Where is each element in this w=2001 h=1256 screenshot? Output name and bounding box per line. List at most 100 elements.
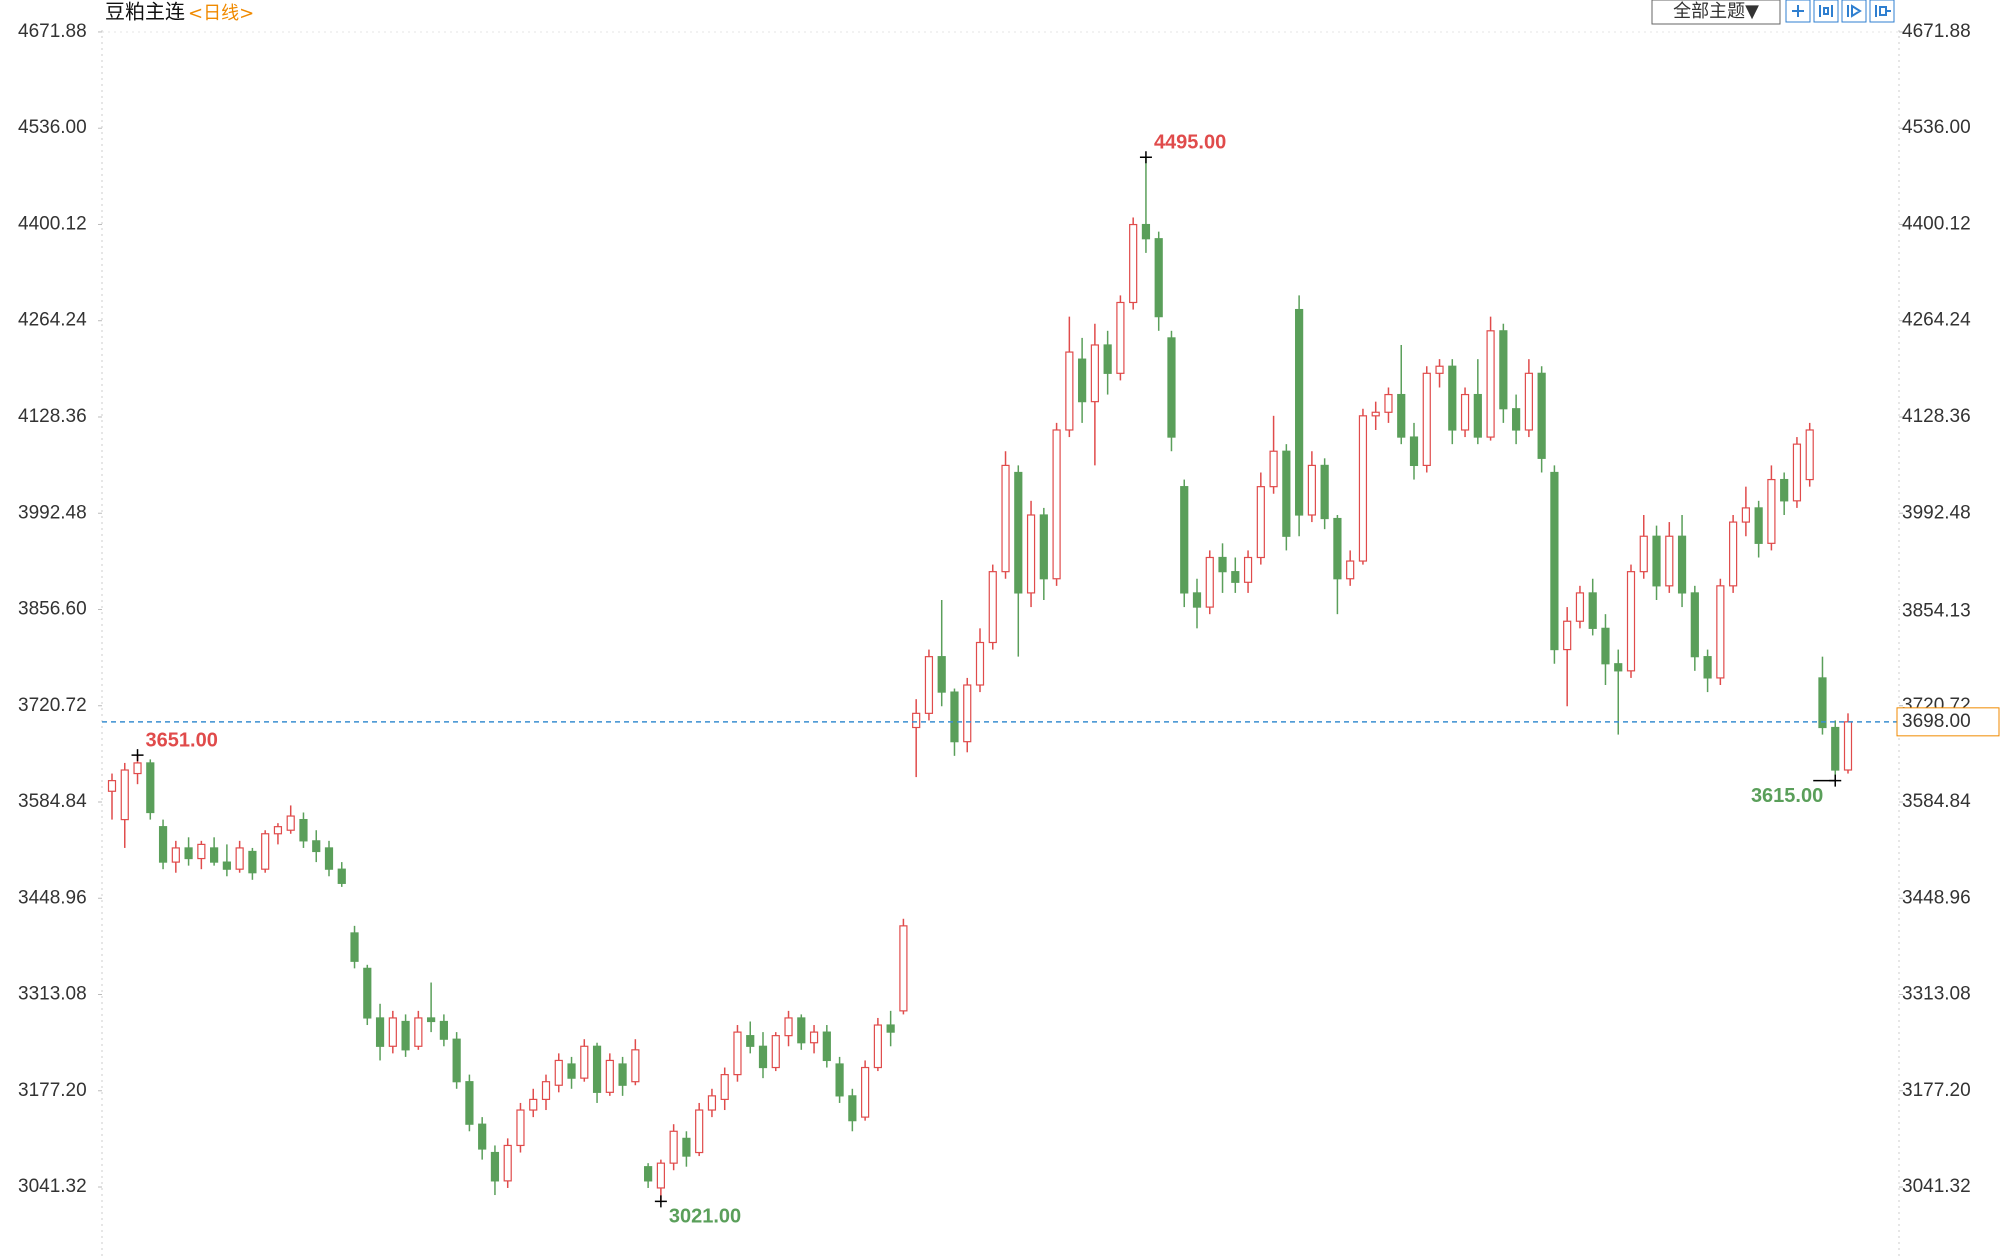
candle-body (375, 1017, 385, 1047)
y-tick-label: 3313.08 (18, 984, 87, 1005)
candle-body (529, 1098, 538, 1111)
candle-body (1805, 429, 1814, 481)
candle-body (388, 1017, 397, 1047)
candle-body (146, 762, 155, 814)
candle-body (771, 1035, 780, 1069)
candle-body (1741, 507, 1750, 523)
annotation-marker (1139, 151, 1152, 164)
candle-body (363, 967, 372, 1019)
candle-body (1141, 223, 1151, 240)
candle-body (822, 1031, 831, 1062)
candle-body (950, 691, 959, 743)
tool-icon[interactable] (1813, 0, 1839, 23)
theme-button[interactable] (1651, 0, 1781, 25)
candle-body (1052, 429, 1061, 580)
candle-body (299, 818, 308, 842)
theme-button-label[interactable]: 全部主题▼ (1673, 1, 1759, 22)
candle-body (1843, 721, 1853, 771)
candle-body (1116, 301, 1125, 374)
candle-body (1422, 372, 1431, 467)
candle-body (1192, 592, 1202, 608)
candle-body (210, 847, 219, 863)
candle-body (1065, 351, 1074, 431)
annotation-label: 4495.00 (1154, 132, 1226, 154)
y-tick-label: 4264.24 (18, 310, 87, 331)
tool-icon-glyph (1792, 4, 1891, 18)
chart-title: 豆粕主连 (105, 0, 185, 24)
candle-body (184, 847, 193, 860)
candle-body (248, 850, 257, 874)
candle-body (1601, 627, 1610, 665)
annotation-marker (654, 1195, 667, 1208)
candle-body (1384, 393, 1393, 413)
candle-body (975, 641, 985, 686)
candle-body (478, 1123, 487, 1150)
cursor-price-bg (1900, 598, 2000, 625)
annotation-label: 3021.00 (669, 1206, 741, 1228)
cursor-price-label: 3854.13 (1902, 600, 1971, 621)
candle-body (1588, 592, 1597, 629)
candle-body (592, 1045, 602, 1093)
candle-body (1371, 411, 1380, 417)
candle-body (1307, 464, 1316, 516)
candle-body (1026, 514, 1036, 594)
candle-body (1499, 330, 1508, 410)
candle-body (503, 1144, 512, 1182)
candle-body (1358, 415, 1368, 562)
y-tick-label: 3584.84 (1902, 791, 1971, 812)
candle-body (1512, 408, 1521, 431)
candle-body (1090, 344, 1099, 403)
candle-body (1167, 337, 1176, 438)
candle-body (197, 843, 206, 860)
candle-body (963, 684, 972, 743)
candle-body (1550, 471, 1559, 651)
candle-body (1256, 486, 1265, 559)
tool-icon[interactable] (1841, 0, 1867, 23)
candle-body (1639, 535, 1648, 573)
candle-body (1486, 330, 1495, 438)
candle-body (312, 840, 321, 853)
candle-body (835, 1063, 844, 1097)
y-tick-label: 3448.96 (18, 887, 87, 908)
y-tick-label: 3584.84 (18, 791, 87, 812)
y-tick-label: 4128.36 (1902, 406, 1971, 427)
candle-body (414, 1017, 423, 1047)
candle-body (1180, 486, 1189, 594)
candle-body (746, 1035, 755, 1047)
candle-body (516, 1109, 525, 1147)
y-tick-label: 3720.72 (18, 695, 87, 716)
candle-body (1269, 450, 1278, 488)
candle-body (1435, 365, 1444, 374)
candle-body (1652, 535, 1661, 587)
y-tick-label: 4671.88 (18, 21, 87, 42)
candle-body (401, 1020, 410, 1051)
candle-body (1346, 560, 1355, 580)
last-price-box (1896, 707, 2000, 737)
candle-body (452, 1038, 461, 1083)
candle-body (797, 1017, 806, 1044)
candle-body (1320, 464, 1329, 520)
candle-body (861, 1066, 870, 1118)
candle-body (1460, 393, 1470, 431)
candle-body (273, 826, 283, 835)
candle-body (682, 1137, 691, 1157)
candle-body (1039, 514, 1048, 580)
candle-body (1767, 478, 1776, 544)
candle-body (1014, 471, 1023, 594)
candle-body (427, 1017, 436, 1023)
y-tick-label: 4264.24 (1902, 310, 1971, 331)
candle-body (1409, 436, 1419, 467)
candle-body (1218, 556, 1227, 573)
y-tick-label: 4671.88 (1902, 21, 1971, 42)
candle-body (784, 1017, 793, 1037)
candle-body (656, 1162, 665, 1189)
candle-body (707, 1095, 717, 1111)
y-tick-label: 4536.00 (1902, 117, 1971, 138)
candle-body (1231, 571, 1240, 583)
candle-body (1154, 238, 1163, 318)
candle-body (324, 847, 334, 870)
candle-body (1397, 393, 1406, 438)
candle-body (1524, 372, 1533, 431)
candle-body (1818, 677, 1827, 729)
candle-body (1780, 478, 1789, 502)
